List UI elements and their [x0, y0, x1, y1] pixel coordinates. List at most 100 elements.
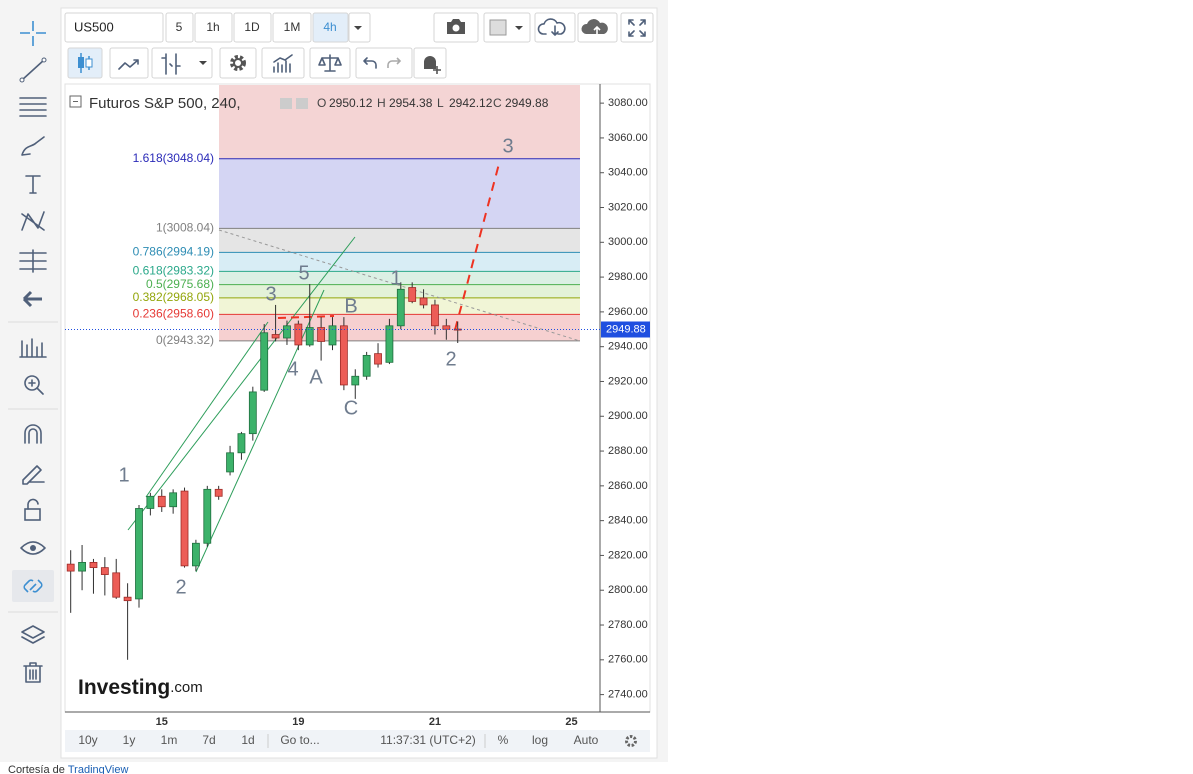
y-tick-label: 2820.00 [608, 549, 648, 561]
candle-body [192, 542, 200, 567]
text-icon[interactable] [25, 175, 41, 194]
candle-body [283, 325, 291, 339]
interval-button[interactable] [165, 12, 194, 43]
fib-icon[interactable] [19, 249, 47, 273]
pattern-icon[interactable] [21, 211, 45, 231]
wave-label: 1 [390, 267, 401, 289]
x-tick-label: 21 [429, 716, 441, 728]
candles [66, 282, 462, 660]
trend-line [218, 229, 581, 342]
candle-body [362, 354, 371, 377]
interval-button[interactable] [272, 12, 312, 43]
draw-lock-icon[interactable] [22, 465, 45, 485]
candle-body [328, 325, 337, 346]
eye-pupil [30, 545, 36, 551]
y-tick-label: 2780.00 [608, 619, 648, 631]
indicators-button[interactable] [151, 47, 213, 79]
brush-icon[interactable] [21, 136, 45, 156]
zoom-icon-plus [28, 379, 44, 395]
ohlc-value: 2950.12 [329, 96, 373, 110]
last-price-label: 2949.88 [606, 323, 646, 335]
range-button[interactable]: 7d [202, 733, 215, 747]
line-icon-end [19, 77, 25, 83]
legend-icon[interactable] [280, 98, 292, 109]
zoom-icon[interactable] [24, 375, 40, 391]
candle-body [396, 288, 405, 327]
candle-body [294, 323, 303, 346]
y-tick-label: 3020.00 [608, 201, 648, 213]
chart-title: Futuros S&P 500, 240, [89, 95, 241, 112]
candle-body [135, 508, 143, 600]
wave-label: 3 [502, 135, 513, 157]
candles-icon-body [85, 58, 93, 68]
candles-button[interactable] [67, 47, 103, 79]
projection-line [454, 159, 501, 331]
settings-icon[interactable] [625, 735, 637, 747]
channels-icon[interactable] [19, 97, 47, 117]
ohlc-label: L [437, 96, 444, 110]
channel-line [127, 236, 356, 531]
candle-body [442, 325, 451, 330]
range-button[interactable]: 1y [123, 733, 136, 747]
footer-link[interactable]: TradingView [68, 764, 129, 774]
candle-body [226, 452, 234, 473]
range-button[interactable]: 1d [241, 733, 254, 747]
y-tick-label: 2980.00 [608, 271, 648, 283]
magnet-icon[interactable] [24, 424, 42, 444]
settings-button[interactable] [219, 47, 257, 79]
wave-label: 2 [445, 348, 456, 370]
projection-line [277, 315, 335, 319]
redo-icon [387, 57, 402, 68]
percent-button[interactable]: % [498, 733, 509, 747]
y-tick-label: 2960.00 [608, 306, 648, 318]
interval-button-active[interactable] [312, 12, 349, 43]
wave-label: 4 [287, 358, 298, 380]
y-tick-label: 2880.00 [608, 445, 648, 457]
last-price-box [601, 321, 650, 338]
candle-body [374, 353, 382, 365]
fullscreen-button[interactable] [620, 12, 654, 43]
lock-icon[interactable] [24, 508, 41, 521]
undo-redo[interactable] [355, 47, 413, 79]
wave-label: 1 [118, 464, 129, 486]
ohlc-value: 2942.12 [449, 96, 493, 110]
y-tick-label: 3040.00 [608, 167, 648, 179]
legend-icon[interactable] [296, 98, 308, 109]
interval: 5 [176, 20, 183, 34]
bottom-bar-bg [65, 730, 650, 752]
fib-label: 0.5(2975.68) [146, 277, 214, 291]
link-icon [23, 579, 43, 593]
arrow-icon[interactable] [22, 290, 42, 308]
range-button[interactable]: 10y [78, 733, 97, 747]
y-tick-label: 3060.00 [608, 132, 648, 144]
trash-icon[interactable] [23, 662, 43, 683]
candle-body [305, 327, 314, 346]
log-button[interactable]: log [532, 733, 548, 747]
ohlc-label: C [493, 96, 502, 110]
crosshair-icon[interactable] [20, 21, 46, 46]
goto-button[interactable]: Go to... [280, 733, 319, 747]
interval-button[interactable] [194, 12, 233, 43]
symbol-box[interactable] [64, 12, 164, 43]
color-swatch [489, 19, 507, 36]
interval-button[interactable] [233, 12, 272, 43]
candle-body [260, 332, 269, 391]
range-button[interactable]: 1m [161, 733, 178, 747]
alert-plus [433, 66, 441, 74]
measure-icon[interactable] [19, 338, 47, 358]
compare-button[interactable] [109, 47, 149, 79]
y-tick-label: 2920.00 [608, 375, 648, 387]
candle-body [431, 304, 439, 327]
candle-body [317, 327, 326, 342]
auto-button[interactable]: Auto [574, 733, 599, 747]
clock: 11:37:31 (UTC+2) [380, 733, 476, 747]
y-tick-label: 2860.00 [608, 480, 648, 492]
layers-icon[interactable] [21, 625, 45, 644]
line-icon[interactable] [21, 59, 45, 81]
drawings [127, 159, 581, 573]
overlay: Futuros S&P 500, 240, Investing.com 2740… [65, 95, 650, 728]
eye-icon[interactable] [20, 541, 46, 555]
channel-line [145, 321, 269, 498]
fib-label: 0.786(2994.19) [133, 245, 214, 259]
templates-button[interactable] [261, 47, 305, 79]
